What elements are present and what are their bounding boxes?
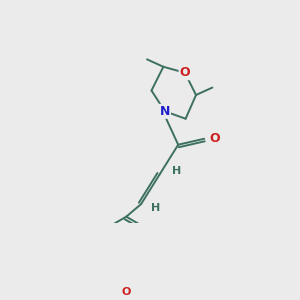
Text: O: O <box>180 66 190 79</box>
Text: H: H <box>152 203 161 213</box>
Text: O: O <box>209 132 220 145</box>
Text: O: O <box>122 287 131 297</box>
Text: N: N <box>160 105 170 118</box>
Text: H: H <box>172 166 181 176</box>
